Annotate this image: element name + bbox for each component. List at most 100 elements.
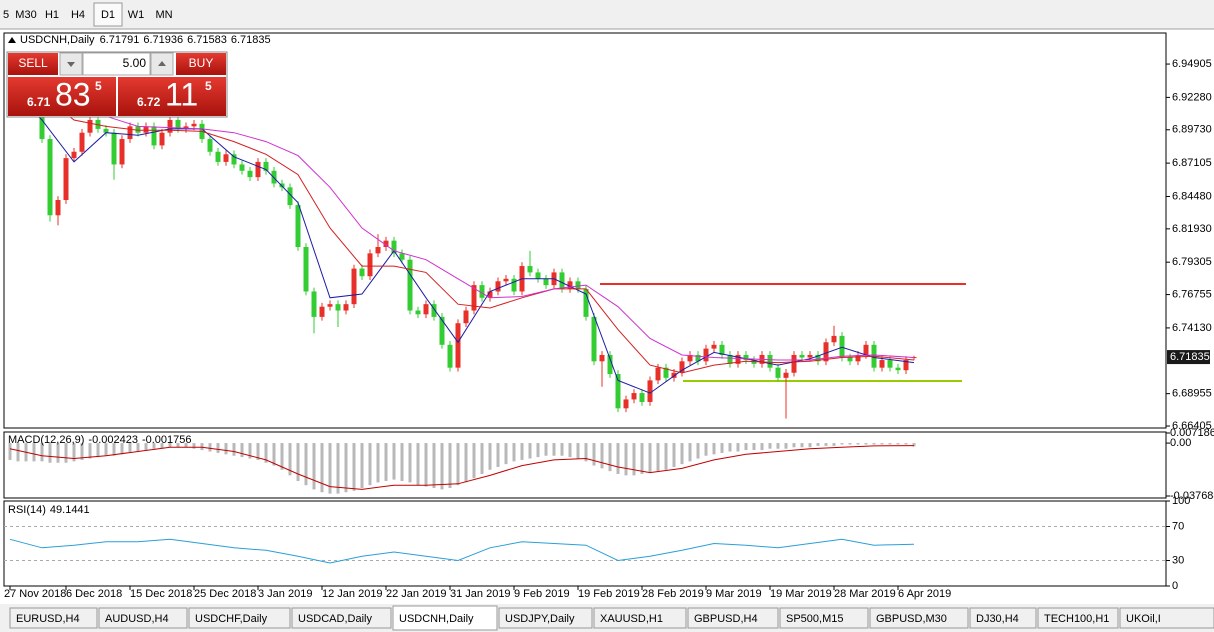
- macd-bar: [40, 443, 44, 462]
- tab-label[interactable]: GBPUSD,M30: [876, 613, 947, 625]
- candle-body: [631, 393, 637, 400]
- date-label: 6 Dec 2018: [66, 588, 122, 600]
- candle-body: [911, 357, 917, 359]
- tab-label[interactable]: TECH100,H1: [1044, 613, 1109, 625]
- candle-body: [799, 354, 805, 358]
- candle-body: [855, 354, 861, 362]
- timeframe-button[interactable]: D1: [101, 9, 115, 21]
- macd-bar: [896, 443, 900, 445]
- tab-label[interactable]: XAUUSD,H1: [600, 613, 663, 625]
- lot-input[interactable]: [82, 52, 151, 76]
- timeframe-button[interactable]: H4: [71, 9, 85, 21]
- macd-bar: [856, 443, 860, 445]
- tab-label[interactable]: AUDUSD,H4: [105, 613, 169, 625]
- tab[interactable]: [188, 607, 291, 629]
- candle-body: [591, 316, 597, 362]
- tab-label[interactable]: UKOil,I: [1126, 613, 1161, 625]
- macd-bar: [424, 443, 428, 487]
- tab[interactable]: [98, 607, 188, 629]
- bid-pips: 83: [55, 76, 91, 112]
- timeframe-button[interactable]: 5: [3, 9, 9, 21]
- candle-body: [215, 151, 221, 162]
- macd-bar: [312, 443, 316, 490]
- macd-bar: [88, 443, 92, 459]
- date-label: 22 Jan 2019: [386, 588, 447, 600]
- tab[interactable]: [392, 605, 498, 631]
- tab-label[interactable]: USDCAD,Daily: [298, 613, 372, 625]
- timeframe-button[interactable]: W1: [128, 9, 145, 21]
- macd-bar: [216, 443, 220, 453]
- macd-bar: [200, 443, 204, 451]
- timeframe-button[interactable]: H1: [45, 9, 59, 21]
- date-label: 15 Dec 2018: [130, 588, 192, 600]
- candle-body: [791, 354, 797, 373]
- candle-body: [71, 151, 77, 159]
- macd-bar: [648, 443, 652, 473]
- candle-body: [223, 154, 229, 162]
- tab[interactable]: [869, 607, 969, 629]
- y-tick-label: 6.94905: [1172, 58, 1212, 70]
- buy-label[interactable]: BUY: [189, 56, 214, 70]
- bid-box[interactable]: [8, 77, 116, 116]
- candle-body: [679, 361, 685, 373]
- macd-bar: [736, 443, 740, 452]
- rsi-panel: [3, 500, 1167, 587]
- ask-fraction: 5: [205, 79, 212, 93]
- tab-label[interactable]: GBPUSD,H4: [694, 613, 758, 625]
- timeframe-bar: 5 M30 H1 H4 D1 W1 MN: [3, 2, 173, 27]
- tab[interactable]: [593, 607, 687, 629]
- timeframe-button[interactable]: M30: [15, 9, 36, 21]
- macd-tick-label: -0.037688: [1170, 490, 1214, 502]
- macd-bar: [560, 443, 564, 456]
- collapse-icon[interactable]: [8, 37, 16, 43]
- tab-label[interactable]: DJ30,H4: [976, 613, 1019, 625]
- macd-bar: [872, 443, 876, 445]
- tab-label[interactable]: EURUSD,H4: [16, 613, 80, 625]
- macd-bar: [104, 443, 108, 456]
- tab[interactable]: [1119, 607, 1214, 629]
- y-tick-label: 6.68955: [1172, 388, 1212, 400]
- toolbar: [0, 0, 1214, 29]
- ask-box[interactable]: [118, 77, 226, 116]
- lot-value[interactable]: 5.00: [123, 56, 147, 70]
- macd-bar: [168, 443, 172, 448]
- date-label: 28 Mar 2019: [834, 588, 896, 600]
- tab-label[interactable]: USDCHF,Daily: [195, 613, 268, 625]
- tab[interactable]: [291, 607, 392, 629]
- candle-body: [439, 316, 445, 345]
- candle-body: [607, 354, 613, 375]
- y-tick-label: 6.79305: [1172, 256, 1212, 268]
- macd-bar: [912, 443, 916, 447]
- macd-bar: [112, 443, 116, 456]
- tab[interactable]: [779, 607, 869, 629]
- buy-button[interactable]: [176, 53, 226, 75]
- tab-label[interactable]: SP500,M15: [786, 613, 843, 625]
- candle-body: [583, 288, 589, 317]
- sell-label[interactable]: SELL: [18, 56, 48, 70]
- tab-label[interactable]: USDJPY,Daily: [505, 613, 575, 625]
- macd-bar: [472, 443, 476, 479]
- macd-bar: [336, 443, 340, 494]
- candle-body: [359, 268, 365, 277]
- tab[interactable]: [969, 607, 1037, 629]
- down-arrow: [67, 62, 75, 67]
- tab-label[interactable]: USDCNH,Daily: [399, 613, 474, 625]
- macd-bar: [56, 443, 60, 463]
- candle-body: [775, 367, 781, 378]
- candle-body: [431, 304, 437, 317]
- macd-tick-label: 0.00: [1170, 437, 1191, 449]
- candle-body: [143, 126, 149, 133]
- macd-bar: [752, 443, 756, 451]
- candle-body: [127, 126, 133, 140]
- candle-body: [295, 205, 301, 248]
- macd-bar: [568, 443, 572, 458]
- tab[interactable]: [687, 607, 779, 629]
- candle-body: [375, 247, 381, 254]
- tab[interactable]: [1037, 607, 1119, 629]
- tab[interactable]: [498, 607, 593, 629]
- candle-body: [687, 354, 693, 362]
- sell-button[interactable]: [8, 53, 58, 75]
- timeframe-button[interactable]: MN: [155, 9, 172, 21]
- date-label: 6 Apr 2019: [898, 588, 951, 600]
- tab[interactable]: [9, 607, 98, 629]
